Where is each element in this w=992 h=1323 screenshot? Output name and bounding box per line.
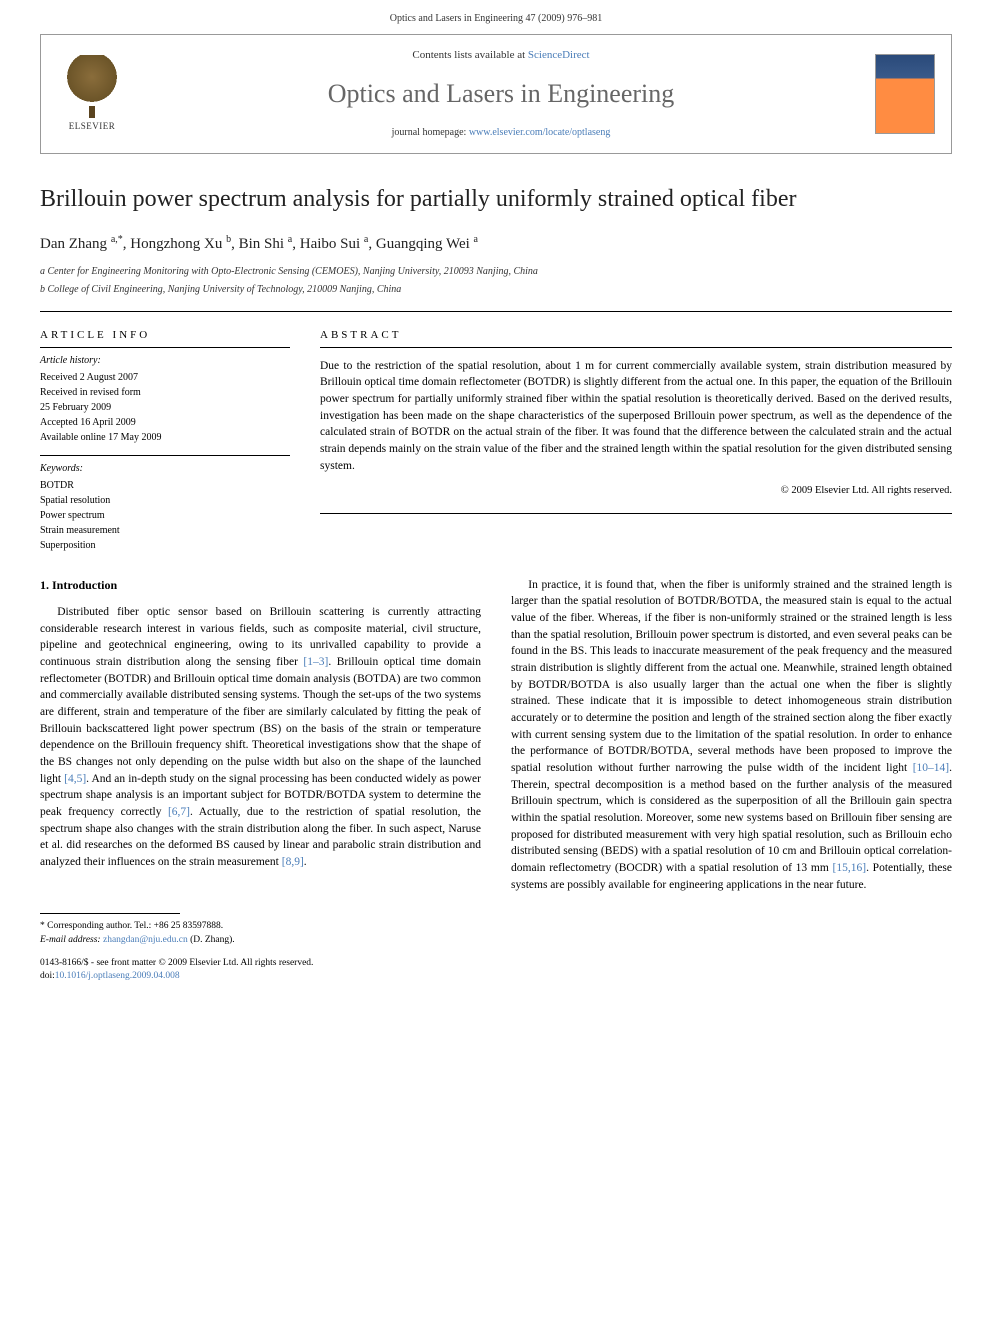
history-line: Received 2 August 2007 <box>40 370 290 385</box>
footnotes-block: * Corresponding author. Tel.: +86 25 835… <box>40 920 952 947</box>
intro-paragraph-2: In practice, it is found that, when the … <box>511 577 952 894</box>
p2-text-b: . Therein, spectral decomposition is a m… <box>511 762 952 874</box>
contents-prefix: Contents lists available at <box>412 49 527 61</box>
corresponding-author-line: * Corresponding author. Tel.: +86 25 835… <box>40 920 952 933</box>
issn-copyright-line: 0143-8166/$ - see front matter © 2009 El… <box>40 957 952 970</box>
ref-link-4-5[interactable]: [4,5] <box>64 773 86 785</box>
contents-available-line: Contents lists available at ScienceDirec… <box>127 48 875 63</box>
keyword: Spatial resolution <box>40 493 290 508</box>
article-title: Brillouin power spectrum analysis for pa… <box>40 184 952 215</box>
article-info-heading: ARTICLE INFO <box>40 328 290 347</box>
p1-text-e: . <box>304 856 307 868</box>
info-abstract-row: ARTICLE INFO Article history: Received 2… <box>40 312 952 552</box>
article-history-label: Article history: <box>40 354 290 368</box>
email-label: E-mail address: <box>40 935 103 945</box>
keyword: Power spectrum <box>40 508 290 523</box>
elsevier-tree-icon <box>67 55 117 110</box>
abstract-copyright: © 2009 Elsevier Ltd. All rights reserved… <box>320 484 952 499</box>
email-suffix: (D. Zhang). <box>188 935 235 945</box>
doi-line: doi:10.1016/j.optlaseng.2009.04.008 <box>40 970 952 983</box>
ref-link-6-7[interactable]: [6,7] <box>168 806 190 818</box>
sciencedirect-link[interactable]: ScienceDirect <box>528 49 590 61</box>
running-head: Optics and Lasers in Engineering 47 (200… <box>0 0 992 34</box>
ref-link-15-16[interactable]: [15,16] <box>833 862 867 874</box>
abstract-text: Due to the restriction of the spatial re… <box>320 358 952 475</box>
body-column-left: 1. Introduction Distributed fiber optic … <box>40 577 481 894</box>
abstract-heading: ABSTRACT <box>320 328 952 347</box>
section-1-heading: 1. Introduction <box>40 577 481 594</box>
abstract-bottom-rule <box>320 513 952 514</box>
doi-prefix: doi: <box>40 971 55 981</box>
body-column-right: In practice, it is found that, when the … <box>511 577 952 894</box>
p2-text-a: In practice, it is found that, when the … <box>511 579 952 774</box>
ref-link-10-14[interactable]: [10–14] <box>913 762 949 774</box>
info-divider <box>40 455 290 456</box>
doi-link[interactable]: 10.1016/j.optlaseng.2009.04.008 <box>55 971 180 981</box>
homepage-prefix: journal homepage: <box>392 127 469 138</box>
ref-link-8-9[interactable]: [8,9] <box>282 856 304 868</box>
keyword: BOTDR <box>40 478 290 493</box>
affiliation-a: a Center for Engineering Monitoring with… <box>40 265 952 279</box>
email-line: E-mail address: zhangdan@nju.edu.cn (D. … <box>40 934 952 947</box>
journal-banner: ELSEVIER Contents lists available at Sci… <box>40 34 952 154</box>
journal-name: Optics and Lasers in Engineering <box>127 76 875 112</box>
affiliation-b: b College of Civil Engineering, Nanjing … <box>40 283 952 297</box>
footnote-rule <box>40 913 180 914</box>
authors-line: Dan Zhang a,*, Hongzhong Xu b, Bin Shi a… <box>40 233 952 255</box>
bottom-matter: 0143-8166/$ - see front matter © 2009 El… <box>40 957 952 984</box>
publisher-logo: ELSEVIER <box>57 54 127 134</box>
intro-paragraph-1: Distributed fiber optic sensor based on … <box>40 604 481 871</box>
abstract-column: ABSTRACT Due to the restriction of the s… <box>320 312 952 552</box>
history-line: 25 February 2009 <box>40 400 290 415</box>
journal-homepage-line: journal homepage: www.elsevier.com/locat… <box>127 126 875 140</box>
p1-text-b: . Brillouin optical time domain reflecto… <box>40 656 481 785</box>
history-line: Accepted 16 April 2009 <box>40 415 290 430</box>
corresponding-email-link[interactable]: zhangdan@nju.edu.cn <box>103 935 188 945</box>
ref-link-1-3[interactable]: [1–3] <box>303 656 328 668</box>
banner-center: Contents lists available at ScienceDirec… <box>127 48 875 140</box>
body-two-column: 1. Introduction Distributed fiber optic … <box>40 577 952 894</box>
keyword: Strain measurement <box>40 523 290 538</box>
publisher-name: ELSEVIER <box>69 120 116 133</box>
journal-cover-thumbnail <box>875 54 935 134</box>
journal-homepage-link[interactable]: www.elsevier.com/locate/optlaseng <box>469 127 611 138</box>
keywords-label: Keywords: <box>40 462 290 476</box>
article-info-column: ARTICLE INFO Article history: Received 2… <box>40 312 290 552</box>
history-line: Available online 17 May 2009 <box>40 430 290 445</box>
keyword: Superposition <box>40 538 290 553</box>
history-line: Received in revised form <box>40 385 290 400</box>
